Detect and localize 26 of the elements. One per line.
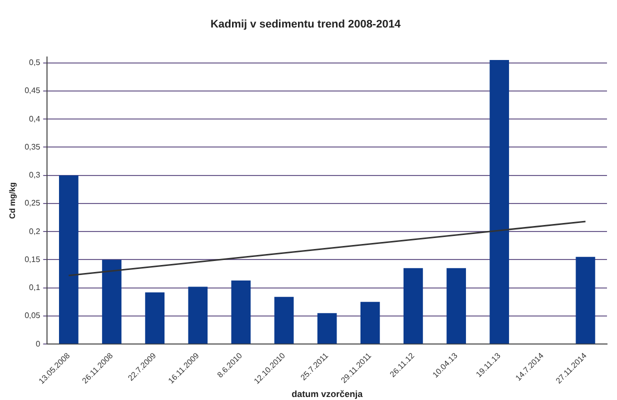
y-tick-label: 0,15 xyxy=(24,254,41,264)
bar xyxy=(274,296,294,344)
y-tick-label: 0,05 xyxy=(24,311,41,320)
y-tick-label: 0,3 xyxy=(29,170,41,180)
bar xyxy=(490,60,510,344)
y-tick-label: 0,25 xyxy=(24,198,41,208)
bar xyxy=(446,268,466,344)
bar xyxy=(404,268,423,344)
bar xyxy=(145,292,165,344)
bar xyxy=(317,313,337,344)
bar xyxy=(576,256,596,344)
bar xyxy=(59,175,78,344)
y-tick-label: 0 xyxy=(36,339,41,348)
y-tick-label: 0,1 xyxy=(29,283,41,292)
bar xyxy=(102,260,122,344)
y-tick-label: 0,45 xyxy=(24,86,41,96)
y-tick-label: 0,5 xyxy=(29,58,41,68)
bar xyxy=(188,286,208,344)
bar xyxy=(360,302,380,344)
chart-title: Kadmij v sedimentu trend 2008-2014 xyxy=(210,18,402,31)
y-axis-title: Cd mg/kg xyxy=(8,182,18,219)
y-tick-label: 0,35 xyxy=(24,142,41,152)
y-tick-label: 0,2 xyxy=(29,226,41,236)
x-axis-title: datum vzorčenja xyxy=(292,389,364,400)
bar xyxy=(231,280,251,344)
y-tick-label: 0,4 xyxy=(29,114,41,124)
